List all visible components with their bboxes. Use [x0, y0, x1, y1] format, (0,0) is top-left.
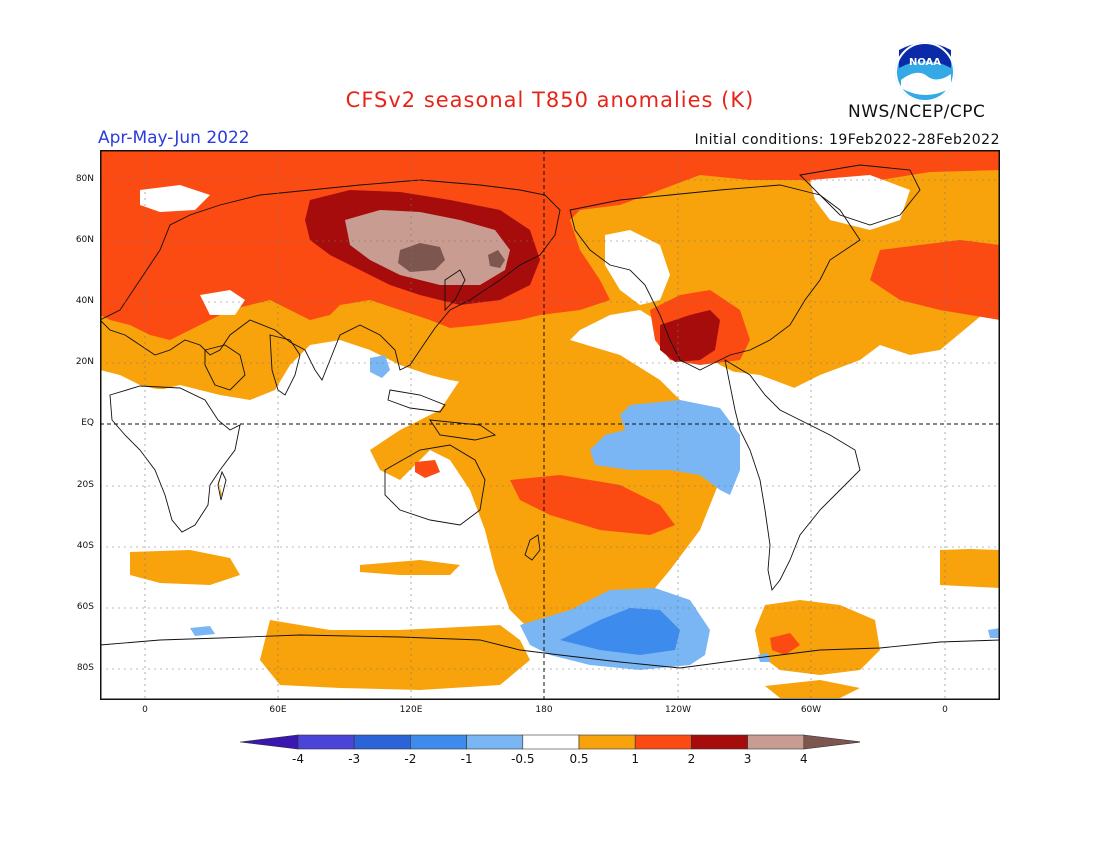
lon-label-120w: 120W	[664, 705, 692, 715]
lat-label-eq: EQ	[81, 418, 94, 428]
colorbar	[240, 734, 860, 750]
colorbar-segment	[578, 734, 636, 750]
colorbar-segment	[466, 734, 524, 750]
colorbar-segment	[691, 734, 748, 750]
colorbar-tick-label: 2	[687, 752, 696, 766]
lon-label-60e: 60E	[269, 705, 287, 715]
lon-label-0-west: 0	[142, 705, 148, 715]
colorbar-segment	[410, 734, 467, 750]
coastlines	[100, 164, 1000, 669]
season-label: Apr-May-Jun 2022	[98, 128, 250, 148]
logo-text: NOAA	[909, 57, 941, 68]
lat-label-40n: 40N	[75, 296, 94, 306]
lon-label-120e: 120E	[399, 705, 423, 715]
colorbar-tick-label: -3	[348, 752, 361, 766]
colorbar-tick-label: 4	[799, 752, 808, 766]
lat-label-40s: 40S	[76, 541, 94, 551]
lon-label-180: 180	[535, 705, 553, 715]
lat-label-60n: 60N	[75, 235, 94, 245]
lat-label-20s: 20S	[76, 480, 94, 490]
colorbar-tick-label: -0.5	[511, 752, 535, 766]
colorbar-tick-label: -1	[460, 752, 473, 766]
colorbar-tick-label: -2	[404, 752, 417, 766]
colorbar-segment	[522, 734, 580, 750]
colorbar-segment	[353, 734, 411, 750]
colorbar-tick-label: 3	[743, 752, 752, 766]
colorbar-tick-label: -4	[292, 752, 304, 766]
colorbar-tick-label: 1	[631, 752, 639, 766]
colorbar-segment	[297, 734, 355, 750]
colorbar-segment	[634, 734, 692, 750]
lat-label-80n: 80N	[75, 174, 94, 184]
colorbar-arrow-high	[803, 734, 860, 750]
lon-label-60w: 60W	[800, 705, 822, 715]
graticule	[100, 150, 1000, 700]
map-frame	[100, 150, 1000, 700]
colorbar-segment	[747, 734, 805, 750]
colorbar-arrow-low	[240, 734, 299, 750]
lat-label-20n: 20N	[75, 357, 94, 367]
temperature-anomaly-map	[100, 150, 1000, 700]
anomaly-band-above-4	[398, 243, 505, 272]
colorbar-tick-label: 0.5	[569, 752, 589, 766]
noaa-logo: NOAA	[895, 42, 955, 102]
anomaly-band-minus-1-to-minus-2	[560, 608, 680, 655]
agency-label: NWS/NCEP/CPC	[848, 102, 986, 122]
near-zero-regions	[100, 175, 1000, 550]
lat-label-80s: 80S	[76, 663, 94, 673]
lat-label-60s: 60S	[76, 602, 94, 612]
chart-title: CFSv2 seasonal T850 anomalies (K)	[345, 88, 755, 112]
initial-conditions-label: Initial conditions: 19Feb2022-28Feb2022	[694, 132, 1000, 148]
lon-label-0-east: 0	[942, 705, 948, 715]
